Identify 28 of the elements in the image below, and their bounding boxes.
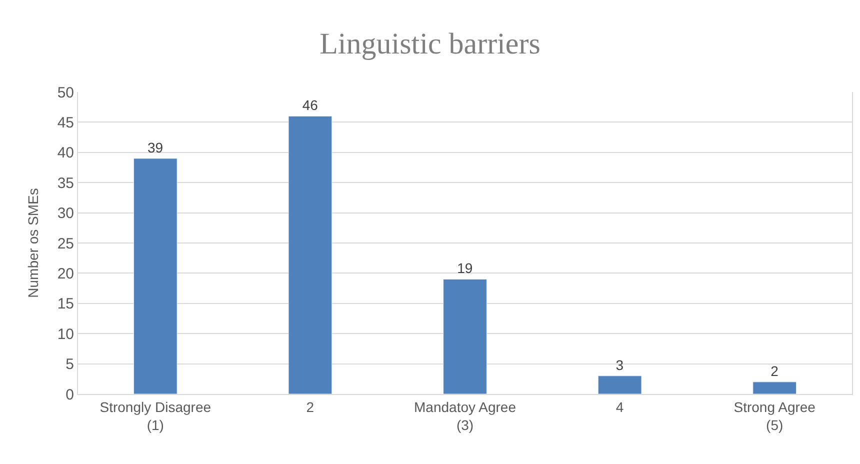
y-tick-label: 0 bbox=[66, 386, 74, 404]
x-tick-label: Strong Agree (5) bbox=[734, 398, 816, 433]
y-tick-label: 45 bbox=[57, 114, 74, 132]
bar bbox=[443, 278, 487, 394]
bar bbox=[133, 158, 178, 394]
y-axis-title: Number os SMEs bbox=[24, 188, 41, 298]
y-tick-label: 25 bbox=[57, 235, 74, 252]
bar bbox=[288, 116, 332, 394]
bar bbox=[752, 382, 797, 394]
x-tick-label: 4 bbox=[616, 398, 624, 415]
data-label: 46 bbox=[302, 97, 318, 114]
y-tick-label: 30 bbox=[57, 205, 74, 222]
y-tick-label: 35 bbox=[57, 174, 74, 192]
y-tick-label: 5 bbox=[66, 356, 74, 374]
y-tick-label: 10 bbox=[57, 326, 74, 343]
y-tick-label: 40 bbox=[57, 144, 74, 162]
x-tick-label: Strongly Disagree (1) bbox=[100, 398, 212, 433]
chart-title: Linguistic barriers bbox=[320, 27, 540, 60]
data-label: 3 bbox=[616, 356, 624, 373]
bar bbox=[598, 376, 642, 394]
x-tick-label: Mandatoy Agree (3) bbox=[414, 398, 516, 433]
y-tick-label: 50 bbox=[57, 84, 74, 102]
data-label: 39 bbox=[148, 139, 164, 156]
x-tick-label: 2 bbox=[306, 398, 314, 415]
y-tick-label: 20 bbox=[57, 265, 74, 282]
y-tick-label: 15 bbox=[57, 296, 74, 313]
data-label: 2 bbox=[770, 362, 779, 379]
data-label: 19 bbox=[457, 260, 473, 276]
